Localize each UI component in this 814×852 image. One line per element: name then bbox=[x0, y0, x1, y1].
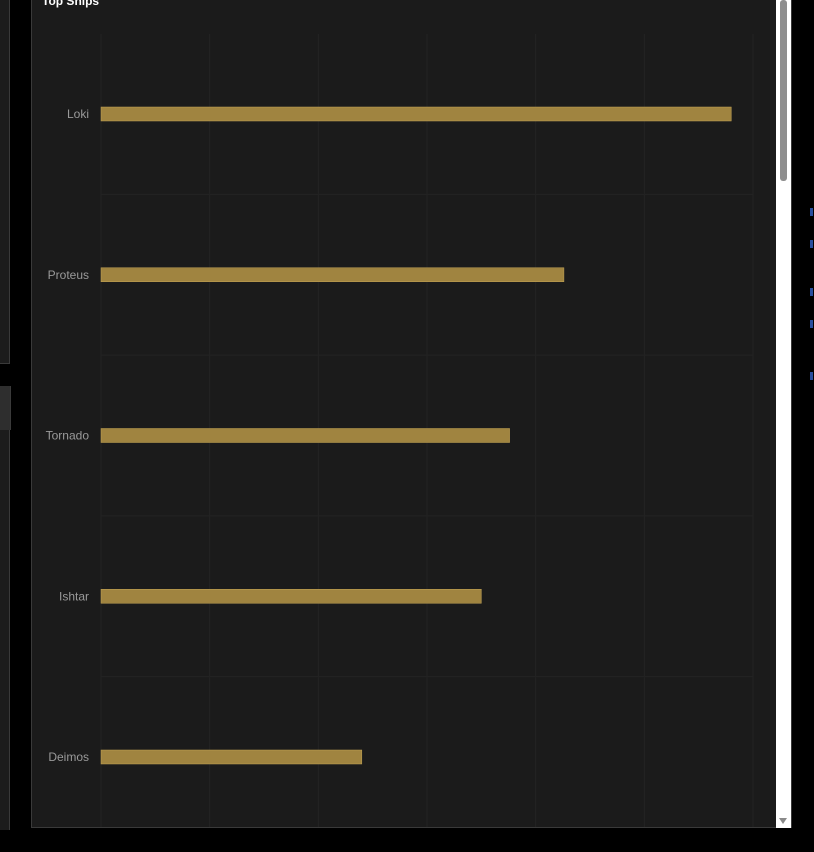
bar-tornado[interactable] bbox=[100, 428, 510, 443]
bar-proteus[interactable] bbox=[100, 267, 565, 282]
left-panel-tab[interactable] bbox=[0, 386, 11, 430]
category-label-deimos: Deimos bbox=[48, 750, 89, 764]
vertical-scrollbar[interactable] bbox=[776, 0, 791, 828]
left-panel-lower bbox=[0, 430, 10, 830]
scrollbar-thumb[interactable] bbox=[780, 0, 787, 181]
edge-marks bbox=[810, 200, 814, 400]
bar-deimos[interactable] bbox=[100, 749, 363, 765]
edge-mark bbox=[810, 372, 813, 380]
edge-mark bbox=[810, 288, 813, 296]
category-label-loki: Loki bbox=[67, 107, 89, 121]
category-label-tornado: Tornado bbox=[46, 429, 90, 443]
edge-mark bbox=[810, 240, 813, 248]
category-label-ishtar: Ishtar bbox=[59, 589, 89, 603]
scroll-down-arrow-icon[interactable] bbox=[779, 818, 787, 824]
window-title: Top Ships bbox=[42, 0, 100, 8]
bar-loki[interactable] bbox=[100, 106, 732, 122]
edge-mark bbox=[810, 208, 813, 216]
top-ships-chart: Loki Proteus Tornado Ishtar Deimos bbox=[46, 34, 754, 827]
bar-ishtar[interactable] bbox=[100, 589, 482, 604]
top-ships-window: Top Ships Loki Proteus Tornado Ishtar Deimos bbox=[31, 0, 792, 828]
category-label-proteus: Proteus bbox=[48, 268, 89, 282]
edge-mark bbox=[810, 320, 813, 328]
left-panel bbox=[0, 0, 10, 364]
